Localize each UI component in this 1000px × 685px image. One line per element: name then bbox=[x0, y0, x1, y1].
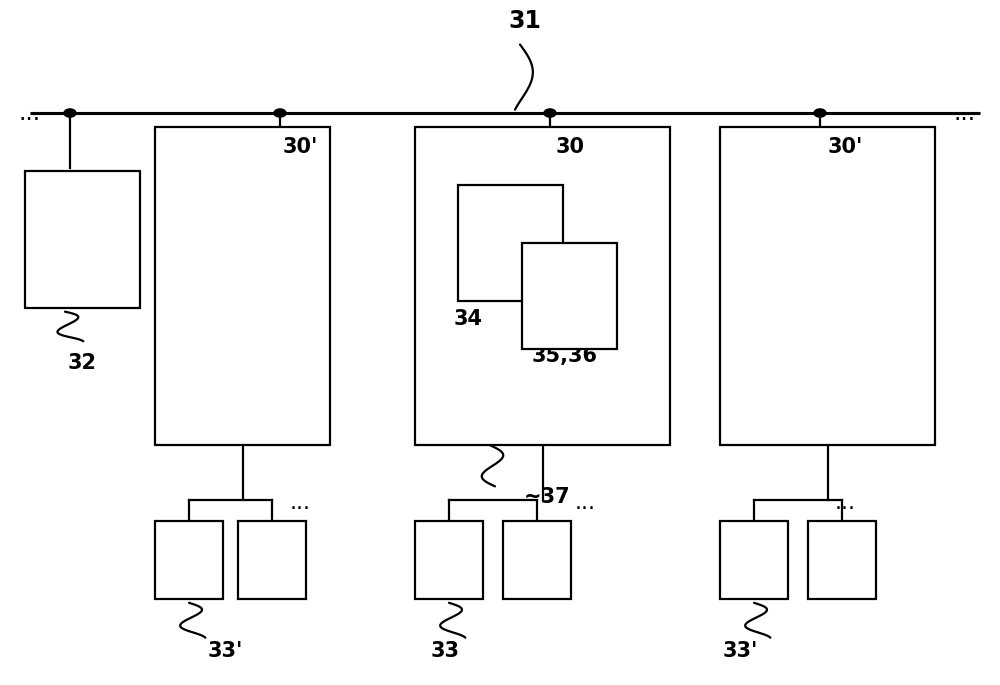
Text: 30': 30' bbox=[282, 137, 318, 158]
Bar bbox=[458, 185, 563, 301]
Text: 32: 32 bbox=[68, 353, 96, 373]
Text: 33': 33' bbox=[207, 640, 243, 661]
Bar bbox=[415, 521, 483, 599]
Text: 33: 33 bbox=[430, 640, 460, 661]
Text: 34: 34 bbox=[454, 308, 482, 329]
Text: 30': 30' bbox=[827, 137, 863, 158]
Bar bbox=[503, 521, 571, 599]
Text: ~37: ~37 bbox=[524, 486, 571, 507]
Bar bbox=[155, 127, 330, 445]
Bar bbox=[415, 127, 670, 445]
Text: ...: ... bbox=[574, 493, 596, 514]
Circle shape bbox=[64, 109, 76, 117]
Bar bbox=[720, 521, 788, 599]
Text: ...: ... bbox=[19, 101, 41, 125]
Circle shape bbox=[814, 109, 826, 117]
Bar bbox=[522, 243, 617, 349]
Text: 31: 31 bbox=[509, 8, 541, 33]
Text: 30: 30 bbox=[556, 137, 584, 158]
Text: ...: ... bbox=[290, 493, 310, 514]
Text: ...: ... bbox=[834, 493, 856, 514]
Bar bbox=[155, 521, 223, 599]
Circle shape bbox=[544, 109, 556, 117]
Text: ...: ... bbox=[954, 101, 976, 125]
Circle shape bbox=[274, 109, 286, 117]
Text: 35,36: 35,36 bbox=[532, 346, 598, 366]
Text: 33': 33' bbox=[722, 640, 758, 661]
Bar bbox=[25, 171, 140, 308]
Bar bbox=[720, 127, 935, 445]
Bar bbox=[808, 521, 876, 599]
Bar bbox=[238, 521, 306, 599]
